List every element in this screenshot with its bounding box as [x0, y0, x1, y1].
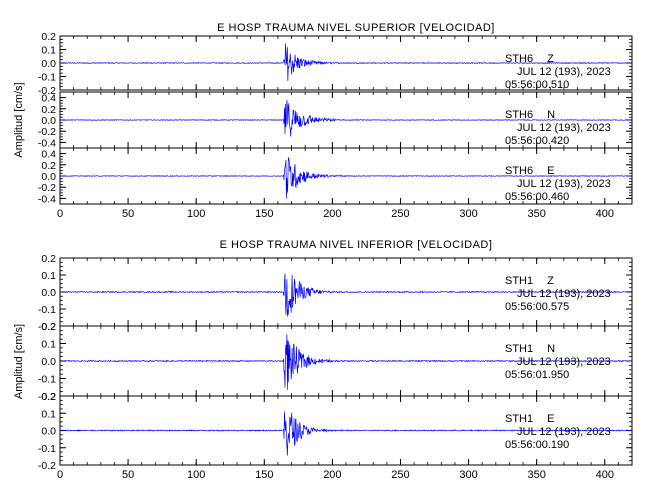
- y-tick-label: 0.0: [41, 287, 56, 299]
- y-tick-label: 0.0: [41, 426, 56, 438]
- station-label: STH1 N: [505, 343, 555, 355]
- y-tick-label: -0.2: [38, 85, 56, 97]
- y-tick-label: -0.1: [38, 72, 56, 84]
- station-label: STH1 E: [505, 413, 554, 425]
- x-tick-label: 400: [596, 469, 614, 481]
- y-tick-label: -0.1: [38, 304, 56, 316]
- component-code: N: [547, 109, 555, 121]
- station-code: STH1: [505, 413, 533, 425]
- record-date: JUL 12 (193), 2023: [517, 356, 611, 368]
- waveform-sth1-z: [59, 273, 632, 317]
- x-tick-label: 350: [527, 208, 545, 220]
- y-tick-label: -0.2: [38, 321, 56, 333]
- waveform-sth1-e: [59, 411, 632, 456]
- y-axis-label: Amplitud [cm/s]: [13, 82, 25, 157]
- x-tick-label: 150: [255, 208, 273, 220]
- record-date: JUL 12 (193), 2023: [517, 66, 611, 78]
- y-tick-label: 0.1: [41, 270, 56, 282]
- x-tick-label: 200: [323, 208, 341, 220]
- x-tick-label: 0: [57, 469, 63, 481]
- y-tick-label: 0.2: [41, 160, 56, 172]
- station-label: STH6 N: [505, 109, 555, 121]
- station-label: STH1 Z: [505, 275, 554, 287]
- component-code: N: [547, 343, 555, 355]
- record-date: JUL 12 (193), 2023: [517, 178, 611, 190]
- record-date: JUL 12 (193), 2023: [517, 122, 611, 134]
- y-tick-label: 0.0: [41, 356, 56, 368]
- x-tick-label: 50: [122, 208, 134, 220]
- station-code: STH6: [505, 109, 533, 121]
- y-tick-label: 0.1: [41, 339, 56, 351]
- y-tick-label: -0.2: [38, 126, 56, 138]
- x-tick-label: 50: [122, 469, 134, 481]
- waveform-sth6-n: [59, 99, 632, 137]
- record-date: JUL 12 (193), 2023: [517, 426, 611, 438]
- y-tick-label: -0.1: [38, 443, 56, 455]
- record-time: 05:56:01.950: [505, 369, 569, 381]
- x-tick-label: 400: [596, 208, 614, 220]
- y-tick-label: -0.2: [38, 182, 56, 194]
- y-tick-label: 0.1: [41, 408, 56, 420]
- x-tick-label: 200: [323, 469, 341, 481]
- chart-title: E HOSP TRAUMA NIVEL INFERIOR [VELOCIDAD]: [220, 239, 493, 251]
- record-time: 05:56:00.460: [505, 191, 569, 203]
- record-time: 05:56:00.420: [505, 135, 569, 147]
- waveform-sth6-z: [59, 43, 632, 81]
- x-tick-label: 0: [57, 208, 63, 220]
- y-tick-label: -0.4: [38, 137, 56, 149]
- record-date: JUL 12 (193), 2023: [517, 288, 611, 300]
- station-label: STH6 E: [505, 165, 554, 177]
- component-code: E: [547, 413, 554, 425]
- y-tick-label: 0.1: [41, 45, 56, 57]
- y-tick-label: 0.0: [41, 115, 56, 127]
- record-time: 05:56:00.510: [505, 79, 569, 91]
- y-tick-label: -0.2: [38, 391, 56, 403]
- x-tick-label: 300: [459, 469, 477, 481]
- y-tick-label: 0.4: [41, 93, 56, 105]
- x-tick-label: 150: [255, 469, 273, 481]
- component-code: E: [547, 165, 554, 177]
- y-tick-label: 0.4: [41, 149, 56, 161]
- component-code: Z: [547, 53, 554, 65]
- y-tick-label: 0.2: [41, 31, 56, 43]
- x-tick-label: 350: [527, 469, 545, 481]
- y-tick-label: -0.2: [38, 460, 56, 472]
- waveform-sth1-n: [59, 334, 632, 390]
- x-tick-label: 250: [391, 469, 409, 481]
- station-code: STH1: [505, 343, 533, 355]
- y-tick-label: 0.0: [41, 171, 56, 183]
- chart-title: E HOSP TRAUMA NIVEL SUPERIOR [VELOCIDAD]: [217, 22, 495, 34]
- x-tick-label: 100: [187, 469, 205, 481]
- y-tick-label: 0.0: [41, 58, 56, 70]
- y-tick-label: 0.2: [41, 321, 56, 333]
- x-tick-label: 300: [459, 208, 477, 220]
- y-axis-label: Amplitud [cm/s]: [13, 324, 25, 399]
- station-code: STH1: [505, 275, 533, 287]
- station-label: STH6 Z: [505, 53, 554, 65]
- x-tick-label: 250: [391, 208, 409, 220]
- record-time: 05:56:00.190: [505, 439, 569, 451]
- y-tick-label: 0.2: [41, 253, 56, 265]
- component-code: Z: [547, 275, 554, 287]
- y-tick-label: 0.2: [41, 391, 56, 403]
- x-tick-label: 100: [187, 208, 205, 220]
- station-code: STH6: [505, 53, 533, 65]
- y-tick-label: -0.4: [38, 193, 56, 205]
- y-tick-label: 0.2: [41, 104, 56, 116]
- waveform-sth6-e: [59, 157, 632, 199]
- station-code: STH6: [505, 165, 533, 177]
- record-time: 05:56:00.575: [505, 301, 569, 313]
- y-tick-label: -0.1: [38, 374, 56, 386]
